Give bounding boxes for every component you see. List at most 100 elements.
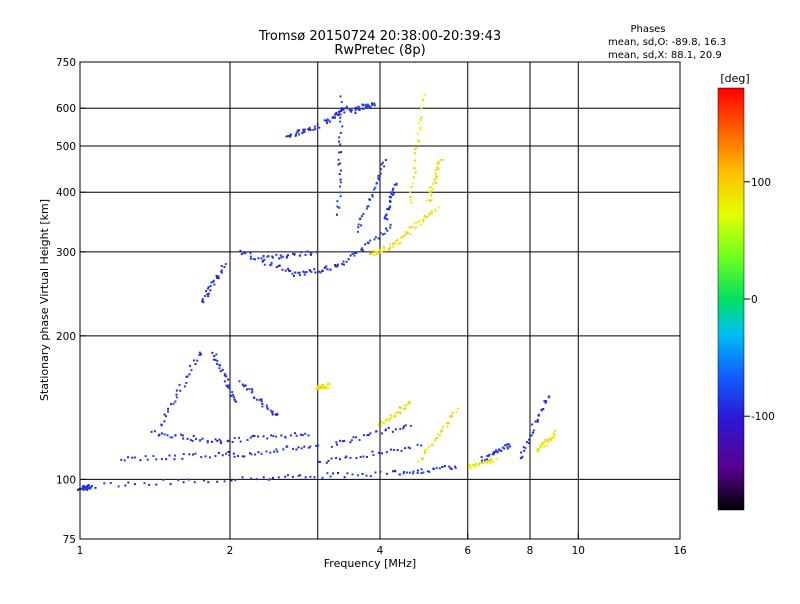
data-point bbox=[338, 458, 341, 461]
data-point bbox=[553, 434, 556, 437]
data-point bbox=[409, 233, 412, 236]
data-point bbox=[297, 130, 300, 133]
data-point bbox=[181, 457, 184, 460]
data-point bbox=[341, 262, 344, 265]
data-point bbox=[419, 128, 422, 131]
data-point bbox=[309, 475, 312, 478]
data-point bbox=[313, 268, 316, 271]
data-point bbox=[401, 235, 404, 238]
data-point bbox=[300, 251, 303, 254]
data-point bbox=[422, 219, 425, 222]
data-point bbox=[304, 271, 307, 274]
data-point bbox=[355, 457, 358, 460]
data-point bbox=[163, 433, 166, 436]
data-point bbox=[373, 253, 376, 256]
data-point bbox=[325, 120, 328, 123]
data-point bbox=[278, 257, 281, 260]
x-tick-label: 4 bbox=[377, 545, 384, 557]
data-point bbox=[303, 273, 306, 276]
data-point bbox=[240, 253, 243, 256]
data-point bbox=[302, 128, 305, 131]
data-point bbox=[383, 165, 386, 168]
data-point bbox=[152, 455, 155, 458]
data-point bbox=[385, 419, 388, 422]
data-point bbox=[375, 430, 378, 433]
data-point bbox=[326, 472, 329, 475]
data-point bbox=[543, 445, 546, 448]
data-point bbox=[377, 174, 380, 177]
data-point bbox=[428, 212, 431, 215]
data-point bbox=[248, 388, 251, 391]
data-point bbox=[539, 445, 542, 448]
data-point bbox=[322, 384, 325, 387]
data-point bbox=[317, 388, 320, 391]
data-point bbox=[420, 472, 423, 475]
data-point bbox=[437, 161, 440, 164]
data-point bbox=[364, 105, 367, 108]
data-point bbox=[261, 402, 264, 405]
data-point bbox=[468, 463, 471, 466]
data-point bbox=[205, 290, 208, 293]
data-point bbox=[359, 217, 362, 220]
data-point bbox=[223, 380, 226, 383]
data-point bbox=[451, 415, 454, 418]
data-point bbox=[365, 474, 368, 477]
data-point bbox=[314, 271, 317, 274]
data-point bbox=[334, 263, 337, 266]
data-point bbox=[206, 439, 209, 442]
data-point bbox=[506, 447, 509, 450]
data-point bbox=[165, 458, 168, 461]
data-point bbox=[203, 295, 206, 298]
data-point bbox=[402, 427, 405, 430]
data-point bbox=[202, 301, 205, 304]
data-point bbox=[481, 459, 484, 462]
data-point bbox=[287, 134, 290, 137]
data-point bbox=[214, 359, 217, 362]
data-point bbox=[315, 444, 318, 447]
data-point bbox=[155, 483, 158, 486]
data-point bbox=[271, 476, 274, 479]
data-point bbox=[500, 449, 503, 452]
data-point bbox=[86, 487, 89, 490]
data-point bbox=[223, 265, 226, 268]
data-point bbox=[82, 485, 85, 488]
data-point bbox=[384, 159, 387, 162]
data-point bbox=[389, 246, 392, 249]
data-point bbox=[327, 119, 330, 122]
data-point bbox=[390, 191, 393, 194]
data-point bbox=[329, 475, 332, 478]
data-point bbox=[413, 152, 416, 155]
data-point bbox=[394, 470, 397, 473]
data-point bbox=[260, 257, 263, 260]
data-point bbox=[213, 354, 216, 357]
colorbar-ticks: 100 0 -100 bbox=[744, 177, 775, 423]
data-point bbox=[436, 163, 439, 166]
data-point bbox=[210, 281, 213, 284]
data-point bbox=[445, 422, 448, 425]
data-point bbox=[372, 454, 375, 457]
data-point bbox=[177, 479, 180, 482]
data-point bbox=[482, 461, 485, 464]
data-point bbox=[434, 208, 437, 211]
data-point bbox=[437, 168, 440, 171]
data-point bbox=[356, 474, 359, 477]
data-point bbox=[390, 192, 393, 195]
data-point bbox=[450, 467, 453, 470]
data-point bbox=[443, 465, 446, 468]
data-point bbox=[308, 126, 311, 129]
data-point bbox=[332, 116, 335, 119]
data-point bbox=[295, 131, 298, 134]
data-point bbox=[295, 133, 298, 136]
data-point bbox=[373, 238, 376, 241]
colorbar-tick-label: 0 bbox=[751, 294, 758, 306]
data-point bbox=[441, 429, 444, 432]
data-point bbox=[287, 254, 290, 257]
data-point bbox=[232, 395, 235, 398]
data-point bbox=[521, 455, 524, 458]
data-point bbox=[192, 453, 195, 456]
data-point bbox=[220, 442, 223, 445]
data-point bbox=[227, 384, 230, 387]
data-point bbox=[504, 444, 507, 447]
data-point bbox=[432, 182, 435, 185]
data-point bbox=[216, 439, 219, 442]
